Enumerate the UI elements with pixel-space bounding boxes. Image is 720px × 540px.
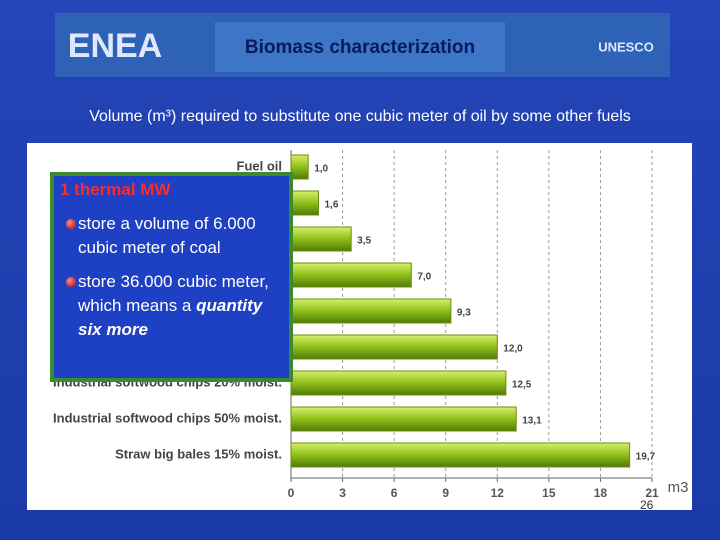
x-tick-label: 18 [594,486,608,500]
subtitle: Volume (m³) required to substitute one c… [89,108,631,125]
bullet-text: store a volume of 6.000 cubic meter of c… [78,214,256,257]
note-title: 1 thermal MW [60,180,171,199]
value-label: 12,5 [512,380,532,391]
page-number: 26 [640,498,654,512]
bar [290,226,352,252]
note-bullet: store a volume of 6.000 cubic meter of c… [58,212,285,260]
x-tick-label: 15 [542,486,556,500]
x-tick-label: 3 [339,486,346,500]
x-tick-label: 21 [645,486,659,500]
note-box: 1 thermal MW store a volume of 6.000 cub… [50,172,293,382]
x-tick-label: 6 [391,486,398,500]
bar [290,442,631,468]
bar [290,298,452,324]
bar [290,334,498,360]
bar [290,262,412,288]
note-bullet: store 36.000 cubic meter, which means a … [58,270,285,342]
y-tick-label: Industrial softwood chips 50% moist. [53,410,282,425]
x-tick-label: 0 [288,486,295,500]
y-tick-label: Straw big bales 15% moist. [115,446,282,461]
value-label: 13,1 [522,416,542,427]
bar [290,370,507,396]
bar [290,406,517,432]
value-label: 9,3 [457,308,471,319]
y-tick-label: Fuel oil [237,158,283,173]
header-title: Biomass characterization [245,37,475,58]
bar [290,154,309,180]
value-label: 12,0 [503,344,523,355]
value-label: 1,6 [325,200,339,211]
value-label: 3,5 [357,236,371,247]
bar [290,190,320,216]
bullet-emphasis: quantity six more [78,296,263,339]
value-label: 19,7 [636,452,656,463]
value-label: 1,0 [314,164,328,175]
x-axis-label: m3 [668,479,689,496]
x-tick-label: 12 [491,486,505,500]
value-label: 7,0 [417,272,431,283]
header-title-box [215,22,505,72]
logo-left: ENEA [68,27,162,65]
x-tick-label: 9 [442,486,449,500]
bullet-text: store 36.000 cubic meter, which means a [78,272,269,315]
logo-right: UNESCO [598,39,654,54]
